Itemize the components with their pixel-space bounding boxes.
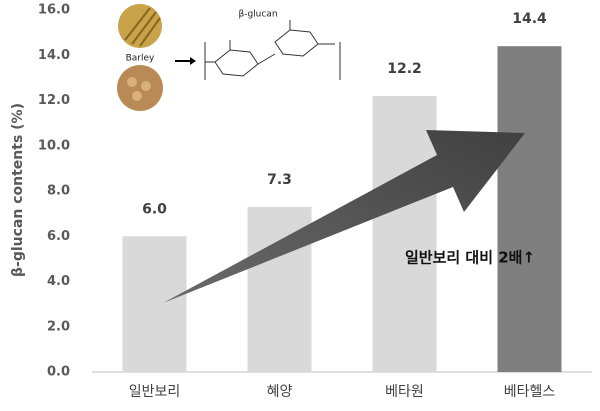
y-tick-label: 12.0	[38, 93, 70, 108]
bar	[122, 236, 187, 372]
bar	[497, 46, 562, 372]
x-tick-label: 베타원	[385, 384, 424, 400]
glucan-structure: β-glucan	[204, 10, 341, 80]
barley-label: Barley	[126, 54, 155, 64]
glucan-label: β-glucan	[238, 10, 277, 20]
value-label: 12.2	[387, 61, 422, 77]
y-tick-label: 6.0	[47, 229, 70, 244]
y-tick-label: 10.0	[38, 138, 70, 153]
barley-illustration: Barley	[117, 4, 196, 111]
x-tick-label: 베타헬스	[504, 384, 556, 400]
y-tick-label: 16.0	[38, 3, 70, 18]
x-tick-label: 일반보리	[129, 384, 181, 400]
y-tick-label: 14.0	[38, 48, 70, 63]
value-label: 6.0	[142, 201, 167, 217]
value-label: 7.3	[267, 172, 292, 188]
bar	[372, 95, 437, 372]
value-label: 14.4	[512, 11, 547, 27]
arrow-annotation: 일반보리 대비 2배↑	[405, 249, 535, 267]
y-tick-label: 0.0	[47, 365, 70, 380]
y-axis-label: β-glucan contents (%)	[10, 103, 26, 277]
x-tick-label: 혜양	[267, 384, 293, 400]
trend-arrow	[163, 130, 525, 303]
y-tick-label: 8.0	[47, 184, 70, 199]
y-tick-label: 2.0	[47, 319, 70, 334]
y-tick-label: 4.0	[47, 274, 70, 289]
